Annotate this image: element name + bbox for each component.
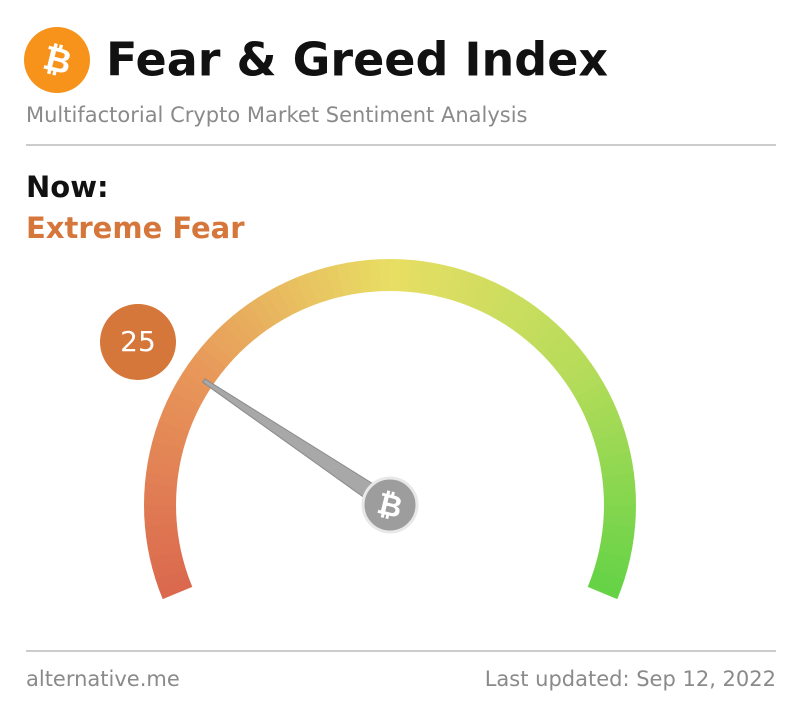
- gauge-segment: [390, 259, 402, 292]
- title: Fear & Greed Index: [106, 33, 608, 87]
- gauge-segment: [579, 391, 614, 415]
- gauge-segment: [248, 297, 276, 330]
- gauge-segment: [158, 577, 193, 600]
- gauge-segment: [231, 309, 261, 342]
- gauge-segment: [357, 259, 372, 293]
- gauge-segment: [587, 578, 622, 600]
- gauge-segment: [590, 569, 625, 590]
- gauge-segment: [565, 363, 598, 391]
- now-label: Now:: [26, 170, 109, 204]
- gauge-segment: [593, 560, 628, 580]
- gauge-segment: [155, 568, 189, 590]
- value-badge: [100, 304, 176, 380]
- gauge-segment: [257, 291, 284, 325]
- gauge-segment: [144, 493, 177, 505]
- gauge-segment: [201, 338, 233, 368]
- gauge-segment: [427, 262, 444, 297]
- gauge-segment: [547, 338, 579, 368]
- gauge-segment: [144, 513, 177, 527]
- gauge-segment: [504, 297, 532, 330]
- gauge-segment: [480, 282, 505, 316]
- gauge-segment: [305, 270, 327, 304]
- gauge-segment: [176, 372, 210, 398]
- gauge-segment: [436, 264, 455, 299]
- gauge-segment: [603, 514, 636, 527]
- gauge-segment: [316, 267, 336, 301]
- gauge: ₿25: [100, 259, 636, 600]
- logo: [24, 27, 90, 93]
- gauge-segment: [445, 267, 465, 302]
- gauge-segment: [144, 504, 177, 516]
- gauge-segment: [602, 472, 636, 487]
- gauge-segment: [534, 323, 565, 355]
- classification: Extreme Fear: [26, 211, 245, 245]
- value-label: 25: [120, 325, 156, 358]
- gauge-segment: [603, 505, 636, 517]
- gauge-segment: [347, 261, 363, 295]
- gauge-segment: [326, 264, 345, 299]
- gauge-segment: [286, 277, 309, 312]
- gauge-segment: [603, 483, 636, 497]
- gauge-segment: [240, 303, 268, 336]
- gauge-segment: [276, 281, 300, 316]
- gauge-segment: [144, 523, 178, 538]
- gauge-segment: [295, 273, 318, 308]
- gauge-segment: [600, 532, 634, 549]
- gauge-segment: [188, 354, 221, 383]
- gauge-segment: [194, 346, 227, 375]
- gauge-segment: [146, 461, 180, 478]
- gauge-segment: [596, 441, 631, 460]
- gauge-segment: [158, 410, 193, 432]
- gauge-segment: [208, 330, 240, 361]
- gauge-segment: [603, 494, 636, 506]
- gauge-segment: [570, 372, 604, 399]
- gauge-segment: [594, 431, 628, 451]
- gauge-segment: [267, 286, 292, 320]
- gauge-segment: [399, 259, 412, 292]
- hub: [361, 476, 419, 534]
- gauge-segment: [146, 532, 180, 548]
- gauge-segment: [167, 390, 201, 415]
- gauge-segment: [598, 542, 633, 559]
- gauge-segment: [144, 483, 177, 496]
- gauge-segment: [149, 440, 184, 459]
- gauge-segment: [527, 316, 557, 348]
- gauge-segment: [454, 270, 475, 305]
- gauge-segment: [152, 430, 187, 450]
- gauge-segment: [223, 316, 253, 348]
- gauge-segment: [587, 410, 622, 433]
- gauge-segment: [171, 381, 205, 407]
- gauge-segment: [149, 550, 184, 569]
- gauge-segment: [541, 331, 572, 361]
- gauge-segment: [559, 355, 592, 383]
- gauge-segment: [471, 277, 495, 312]
- gauge-segment: [520, 309, 549, 342]
- gauge-segment: [488, 286, 514, 320]
- gauge-segment: [155, 420, 190, 441]
- gauge-segment: [417, 261, 434, 295]
- gauge-segment: [463, 273, 485, 308]
- gauge-segment: [512, 303, 541, 336]
- gauge-segment: [152, 559, 186, 579]
- gauge-segment: [600, 462, 634, 478]
- gauge-segment: [583, 401, 618, 424]
- subtitle: Multifactorial Crypto Market Sentiment A…: [26, 103, 528, 127]
- gauge-segment: [162, 400, 197, 424]
- gauge-segment: [379, 259, 391, 292]
- gauge-segment: [591, 420, 625, 442]
- gauge-segment: [216, 323, 246, 354]
- gauge-segment: [596, 551, 631, 570]
- source: alternative.me: [26, 667, 180, 691]
- gauge-segment: [497, 291, 523, 325]
- gauge-segment: [147, 451, 182, 468]
- gauge-segment: [553, 346, 586, 376]
- gauge-segment: [368, 259, 382, 292]
- gauge-segment: [575, 382, 609, 407]
- updated: Last updated: Sep 12, 2022: [485, 667, 776, 691]
